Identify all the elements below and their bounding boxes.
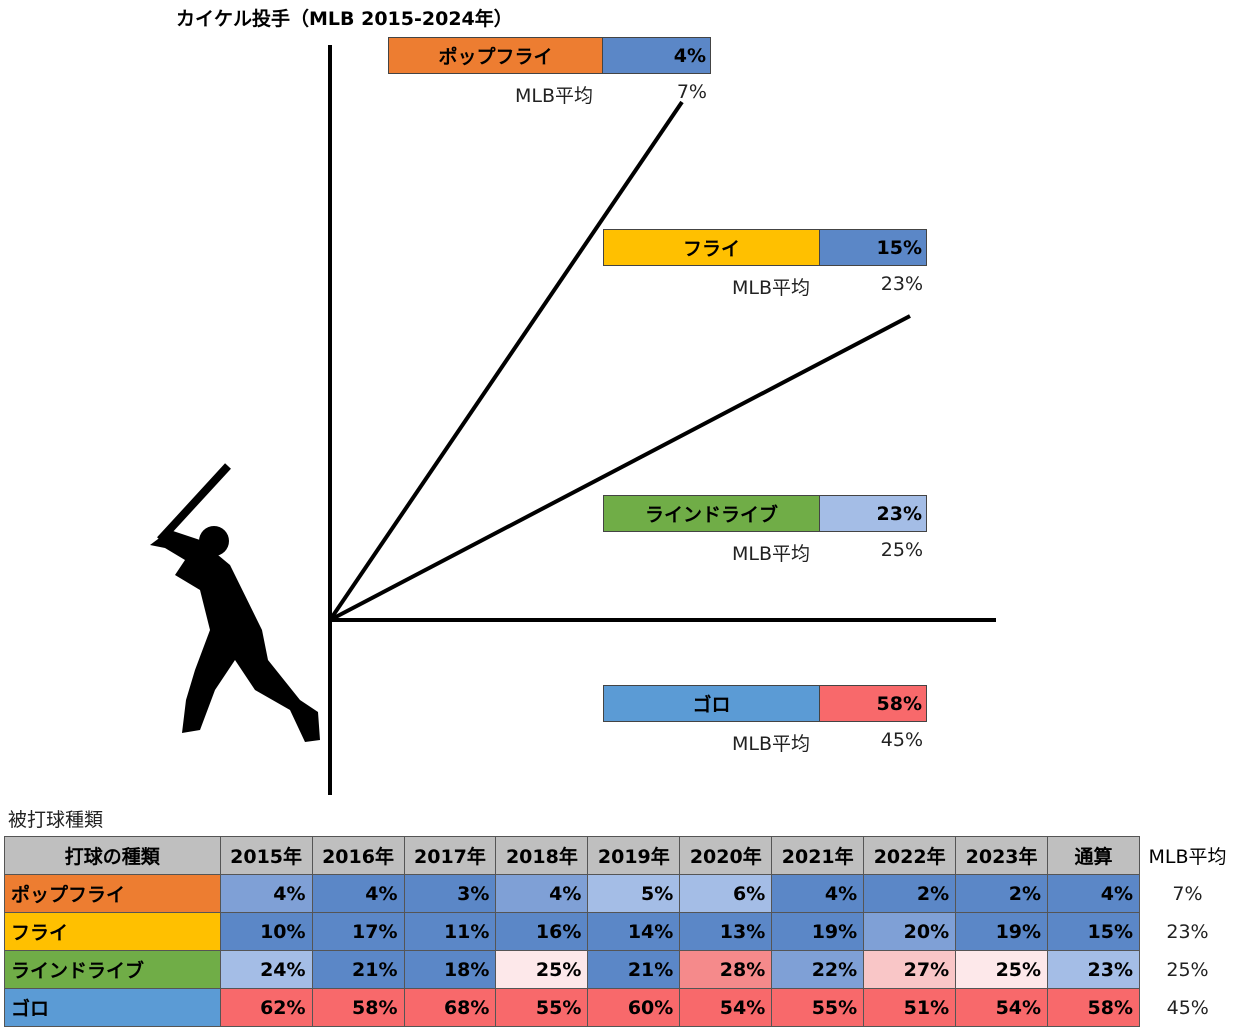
table-cell: ゴロ: [4, 988, 221, 1027]
table-cell: 68%: [403, 988, 497, 1027]
header-cell: 2015年: [219, 836, 313, 875]
table-cell: 11%: [403, 912, 497, 951]
table-cell: 10%: [219, 912, 313, 951]
table-cell: 51%: [863, 988, 957, 1027]
table-cell: 22%: [771, 950, 865, 989]
header-cell: 打球の種類: [4, 836, 221, 875]
table-cell: 21%: [311, 950, 405, 989]
type-value: 23%: [819, 495, 927, 532]
table-cell: 25%: [495, 950, 589, 989]
avg-label: MLB平均: [731, 733, 810, 755]
table-cell: 5%: [587, 874, 681, 913]
header-cell: MLB平均: [1139, 836, 1236, 875]
table-cell: 28%: [679, 950, 773, 989]
table-cell: 20%: [863, 912, 957, 951]
table-cell: 25%: [1166, 958, 1209, 981]
table-cell: 4%: [311, 874, 405, 913]
avg-value: 45%: [880, 729, 923, 751]
header-cell: 2021年: [771, 836, 865, 875]
diagram: [150, 45, 996, 795]
table-cell: 6%: [679, 874, 773, 913]
table-cell: 15%: [1047, 912, 1140, 951]
table-row: ポップフライ 4% 4% 3% 4% 5% 6% 4% 2% 2% 4% 7%: [4, 874, 1236, 913]
table-cell: 25%: [955, 950, 1049, 989]
table-cell: 58%: [311, 988, 405, 1027]
table-cell: 16%: [495, 912, 589, 951]
header-cell: 2020年: [679, 836, 773, 875]
table-cell: 55%: [771, 988, 865, 1027]
header-cell: 通算: [1047, 836, 1140, 875]
table-cell: 18%: [403, 950, 497, 989]
table-cell: 45%: [1166, 996, 1209, 1019]
table-cell: 13%: [679, 912, 773, 951]
header-cell: 2018年: [495, 836, 589, 875]
header-cell: 2017年: [403, 836, 497, 875]
table-row: フライ 10% 17% 11% 16% 14% 13% 19% 20% 19% 15% 23%: [4, 912, 1236, 951]
table-cell: 17%: [311, 912, 405, 951]
table-cell: 4%: [495, 874, 589, 913]
header-cell: 2016年: [311, 836, 405, 875]
batter: [150, 463, 320, 742]
type-value: 4%: [602, 37, 711, 74]
header-cell: 2022年: [863, 836, 957, 875]
avg-label: MLB平均: [514, 85, 593, 107]
table-cell: 62%: [219, 988, 313, 1027]
table-cell: 19%: [771, 912, 865, 951]
table-row: ラインドライブ 24% 21% 18% 25% 21% 28% 22% 27% 25% 23% 25%: [4, 950, 1236, 989]
table-cell: 23%: [1166, 920, 1209, 943]
table-row: ゴロ 62% 58% 68% 55% 60% 54% 55% 51% 54% 58% 45%: [4, 988, 1236, 1027]
type-value: 58%: [819, 685, 927, 722]
table-cell: 58%: [1047, 988, 1140, 1027]
header-row: 打球の種類 2015年 2016年 2017年 2018年 2019年 2020年 2021年…: [4, 836, 1236, 875]
header-cell: 2023年: [955, 836, 1049, 875]
table-cell: 27%: [863, 950, 957, 989]
table-caption: 被打球種類: [8, 809, 104, 831]
avg-value: 7%: [676, 81, 707, 103]
avg-value: 23%: [880, 273, 923, 295]
table-cell: 2%: [955, 874, 1049, 913]
type-value: 15%: [819, 229, 927, 266]
type-label: ラインドライブ: [603, 495, 820, 532]
table-cell: 4%: [1047, 874, 1140, 913]
table: 打球の種類 2015年 2016年 2017年 2018年 2019年 2020年 2021年…: [4, 836, 1236, 1027]
table-cell: 23%: [1047, 950, 1140, 989]
table-cell: ポップフライ: [4, 874, 221, 913]
table-cell: 54%: [679, 988, 773, 1027]
table-cell: 60%: [587, 988, 681, 1027]
table-cell: 55%: [495, 988, 589, 1027]
avg-value: 25%: [880, 539, 923, 561]
table-cell: 54%: [955, 988, 1049, 1027]
avg-label: MLB平均: [731, 543, 810, 565]
table-cell: 21%: [587, 950, 681, 989]
title: カイケル投手（MLB 2015-2024年）: [176, 8, 513, 30]
table-cell: 7%: [1172, 882, 1203, 905]
table-cell: 2%: [863, 874, 957, 913]
type-label: ゴロ: [603, 685, 820, 722]
table-cell: 24%: [219, 950, 313, 989]
table-cell: 4%: [771, 874, 865, 913]
table-cell: フライ: [4, 912, 221, 951]
table-cell: ラインドライブ: [4, 950, 221, 989]
header-cell: 2019年: [587, 836, 681, 875]
avg-label: MLB平均: [731, 277, 810, 299]
type-label: フライ: [603, 229, 820, 266]
table-cell: 4%: [219, 874, 313, 913]
table-cell: 19%: [955, 912, 1049, 951]
table-cell: 14%: [587, 912, 681, 951]
type-label: ポップフライ: [388, 37, 603, 74]
table-cell: 3%: [403, 874, 497, 913]
